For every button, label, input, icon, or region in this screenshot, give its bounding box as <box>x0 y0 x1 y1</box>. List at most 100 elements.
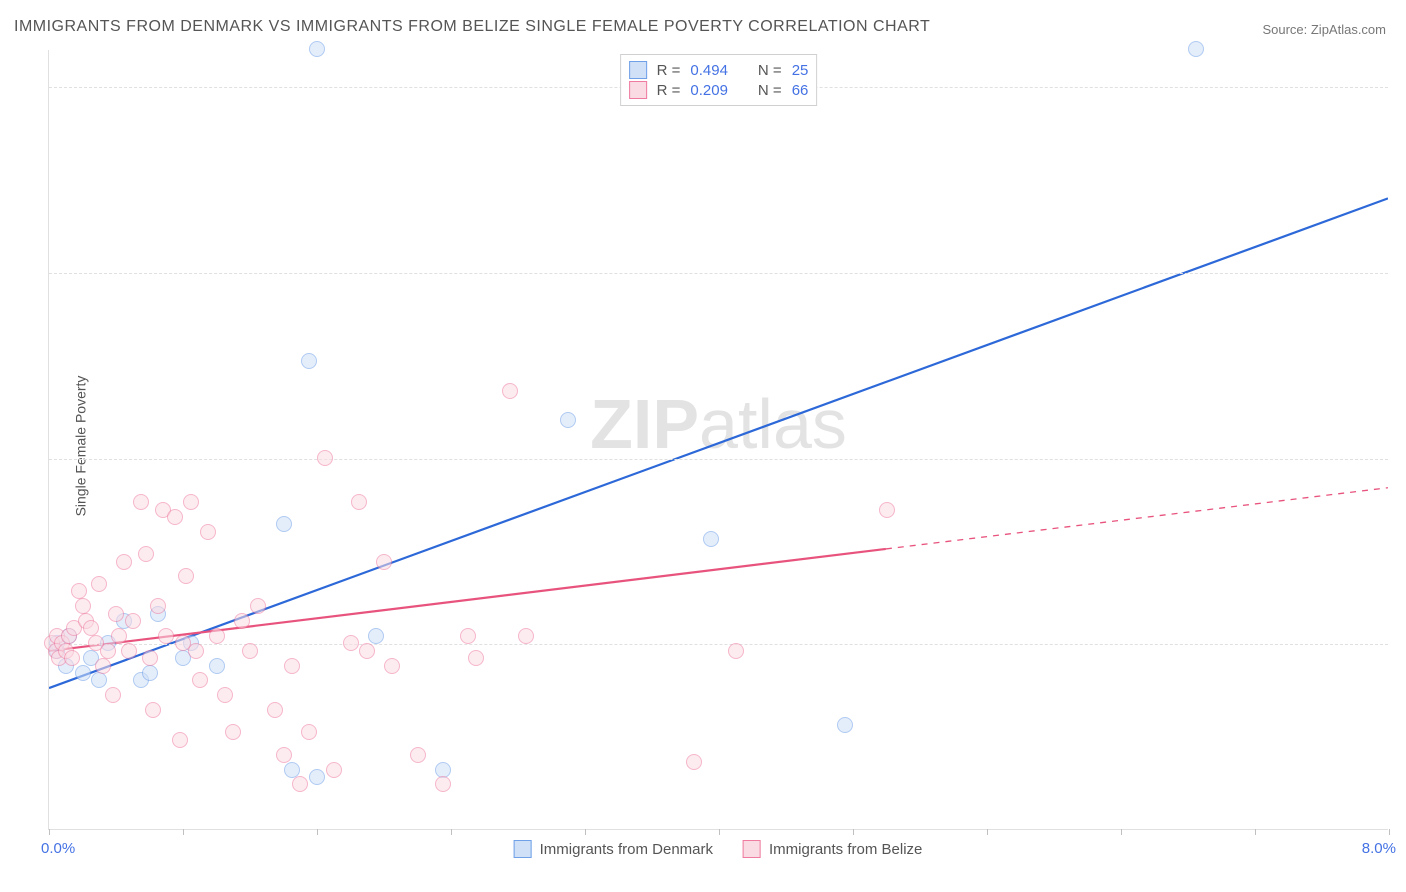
legend-n-value: 25 <box>792 62 809 79</box>
scatter-point <box>172 732 188 748</box>
scatter-point <box>91 672 107 688</box>
x-tick <box>853 829 854 835</box>
scatter-point <box>1188 41 1204 57</box>
watermark-rest: atlas <box>699 385 847 463</box>
scatter-point <box>225 724 241 740</box>
x-tick <box>1255 829 1256 835</box>
scatter-point <box>317 450 333 466</box>
scatter-point <box>502 383 518 399</box>
legend-swatch <box>743 840 761 858</box>
scatter-point <box>188 643 204 659</box>
y-tick-label: 50.0% <box>1398 450 1406 467</box>
gridline <box>49 273 1388 274</box>
scatter-point <box>292 776 308 792</box>
correlation-legend: R =0.494N =25R =0.209N =66 <box>620 54 818 106</box>
source-link[interactable]: ZipAtlas.com <box>1311 22 1386 37</box>
scatter-point <box>105 687 121 703</box>
scatter-point <box>150 598 166 614</box>
scatter-point <box>560 412 576 428</box>
scatter-point <box>309 41 325 57</box>
scatter-point <box>183 494 199 510</box>
gridline <box>49 459 1388 460</box>
y-tick-label: 25.0% <box>1398 636 1406 653</box>
scatter-point <box>108 606 124 622</box>
scatter-point <box>71 583 87 599</box>
scatter-point <box>209 658 225 674</box>
x-tick <box>183 829 184 835</box>
scatter-point <box>234 613 250 629</box>
x-tick <box>451 829 452 835</box>
scatter-point <box>343 635 359 651</box>
series-legend: Immigrants from Denmark Immigrants from B… <box>514 840 923 858</box>
scatter-point <box>518 628 534 644</box>
scatter-point <box>167 509 183 525</box>
trend-lines <box>49 50 1388 829</box>
scatter-point <box>410 747 426 763</box>
scatter-point <box>75 598 91 614</box>
legend-swatch <box>629 81 647 99</box>
x-tick <box>317 829 318 835</box>
legend-r-value: 0.209 <box>690 82 728 99</box>
x-tick <box>719 829 720 835</box>
legend-row: R =0.209N =66 <box>629 81 809 99</box>
scatter-point <box>158 628 174 644</box>
source-prefix: Source: <box>1262 22 1310 37</box>
source-attribution: Source: ZipAtlas.com <box>1262 22 1386 37</box>
scatter-point <box>368 628 384 644</box>
x-tick <box>987 829 988 835</box>
legend-r-value: 0.494 <box>690 62 728 79</box>
scatter-point <box>351 494 367 510</box>
legend-r-label: R = <box>657 82 681 99</box>
scatter-point <box>133 494 149 510</box>
scatter-point <box>284 658 300 674</box>
legend-label: Immigrants from Denmark <box>540 841 713 858</box>
scatter-point <box>276 747 292 763</box>
scatter-point <box>111 628 127 644</box>
chart-title: IMMIGRANTS FROM DENMARK VS IMMIGRANTS FR… <box>14 18 930 36</box>
scatter-point <box>468 650 484 666</box>
watermark: ZIPatlas <box>590 384 847 464</box>
scatter-point <box>209 628 225 644</box>
scatter-point <box>116 554 132 570</box>
legend-label: Immigrants from Belize <box>769 841 922 858</box>
chart-area: ZIPatlas R =0.494N =25R =0.209N =66 25.0… <box>48 50 1388 830</box>
y-tick-label: 75.0% <box>1398 264 1406 281</box>
scatter-point <box>686 754 702 770</box>
scatter-point <box>142 665 158 681</box>
scatter-point <box>384 658 400 674</box>
legend-n-label: N = <box>758 82 782 99</box>
x-tick <box>1389 829 1390 835</box>
scatter-point <box>435 776 451 792</box>
legend-n-label: N = <box>758 62 782 79</box>
scatter-point <box>326 762 342 778</box>
scatter-point <box>376 554 392 570</box>
y-tick-label: 100.0% <box>1398 79 1406 96</box>
x-tick-label: 8.0% <box>1362 840 1396 857</box>
scatter-point <box>95 658 111 674</box>
scatter-point <box>276 516 292 532</box>
x-tick <box>49 829 50 835</box>
scatter-point <box>267 702 283 718</box>
scatter-point <box>91 576 107 592</box>
plot-region: ZIPatlas R =0.494N =25R =0.209N =66 25.0… <box>48 50 1388 830</box>
scatter-point <box>309 769 325 785</box>
scatter-point <box>301 353 317 369</box>
legend-item: Immigrants from Belize <box>743 840 922 858</box>
scatter-point <box>192 672 208 688</box>
legend-swatch <box>629 61 647 79</box>
x-tick <box>1121 829 1122 835</box>
legend-row: R = 0.494 N = 25 <box>629 61 809 79</box>
watermark-bold: ZIP <box>590 385 699 463</box>
scatter-point <box>242 643 258 659</box>
legend-swatch <box>514 840 532 858</box>
scatter-point <box>359 643 375 659</box>
x-tick <box>585 829 586 835</box>
scatter-point <box>435 762 451 778</box>
scatter-point <box>728 643 744 659</box>
scatter-point <box>64 650 80 666</box>
trend-line <box>49 198 1388 688</box>
scatter-point <box>142 650 158 666</box>
legend-r-label: R = <box>657 62 681 79</box>
x-tick-label: 0.0% <box>41 840 75 857</box>
scatter-point <box>138 546 154 562</box>
